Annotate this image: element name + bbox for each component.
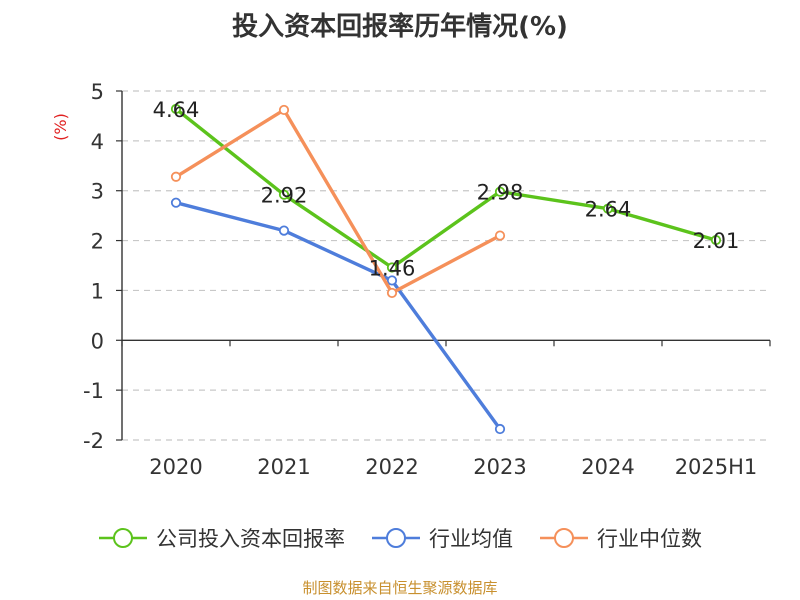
y-tick-label: 4: [91, 130, 104, 154]
axes: 5 4 3 2 1 0 -1 -2 2020 2021 2022 2023 2024 2025H1 (%): [51, 80, 771, 479]
data-point: [170, 197, 182, 208]
y-tick-label: -2: [83, 429, 104, 453]
series-lines: [170, 103, 722, 435]
data-label: 2.01: [693, 229, 740, 253]
legend: 公司投入资本回报率 行业均值 行业中位数: [0, 520, 800, 556]
legend-label: 行业均值: [429, 527, 513, 551]
legend-item[interactable]: 行业中位数: [539, 523, 702, 553]
legend-swatch-icon: [372, 528, 420, 548]
y-tick-label: 3: [91, 180, 104, 204]
data-point: [278, 225, 290, 236]
series-line-0: [174, 107, 717, 270]
y-tick-label: -1: [83, 379, 104, 403]
legend-item[interactable]: 行业均值: [371, 523, 513, 553]
series-line-2: [175, 108, 501, 295]
x-tick-label: 2022: [365, 455, 418, 479]
data-point: [386, 262, 398, 273]
y-tick-label: 2: [91, 230, 104, 254]
source-note: 制图数据来自恒生聚源数据库: [302, 579, 498, 597]
data-point: [170, 103, 182, 115]
data-point: [494, 186, 506, 197]
legend-item[interactable]: 公司投入资本回报率: [98, 523, 345, 553]
legend-swatch-icon: [540, 528, 588, 548]
x-tick-label: 2020: [149, 455, 202, 479]
grid-lines: [122, 90, 770, 441]
y-tick-label: 5: [91, 80, 104, 104]
data-point: [386, 287, 398, 299]
data-labels: 4.64 2.92 1.46 2.98 2.64 2.01: [153, 98, 740, 281]
data-point: [710, 234, 722, 246]
data-point: [170, 171, 182, 182]
legend-swatch-icon: [99, 528, 147, 548]
y-tick-label: 1: [91, 279, 104, 303]
series-line-1: [175, 201, 502, 430]
data-point: [494, 423, 506, 435]
data-label: 4.64: [153, 98, 200, 122]
data-label: 1.46: [369, 256, 416, 280]
x-tick-label: 2025H1: [675, 455, 758, 479]
data-label: 2.64: [585, 198, 632, 222]
x-tick-label: 2021: [257, 455, 310, 479]
data-point: [278, 189, 290, 200]
data-point: [602, 203, 614, 214]
data-label: 2.92: [261, 184, 308, 208]
y-axis-label: (%): [51, 113, 70, 141]
y-tick-label: 0: [91, 329, 104, 353]
data-point: [278, 104, 290, 116]
chart-title: 投入资本回报率历年情况(%): [232, 12, 568, 42]
legend-label: 行业中位数: [597, 527, 702, 551]
legend-label: 公司投入资本回报率: [156, 527, 345, 551]
data-point: [494, 230, 506, 241]
x-tick-label: 2024: [581, 455, 634, 479]
data-label: 2.98: [477, 181, 524, 205]
data-point: [386, 275, 398, 286]
x-tick-label: 2023: [473, 455, 526, 479]
